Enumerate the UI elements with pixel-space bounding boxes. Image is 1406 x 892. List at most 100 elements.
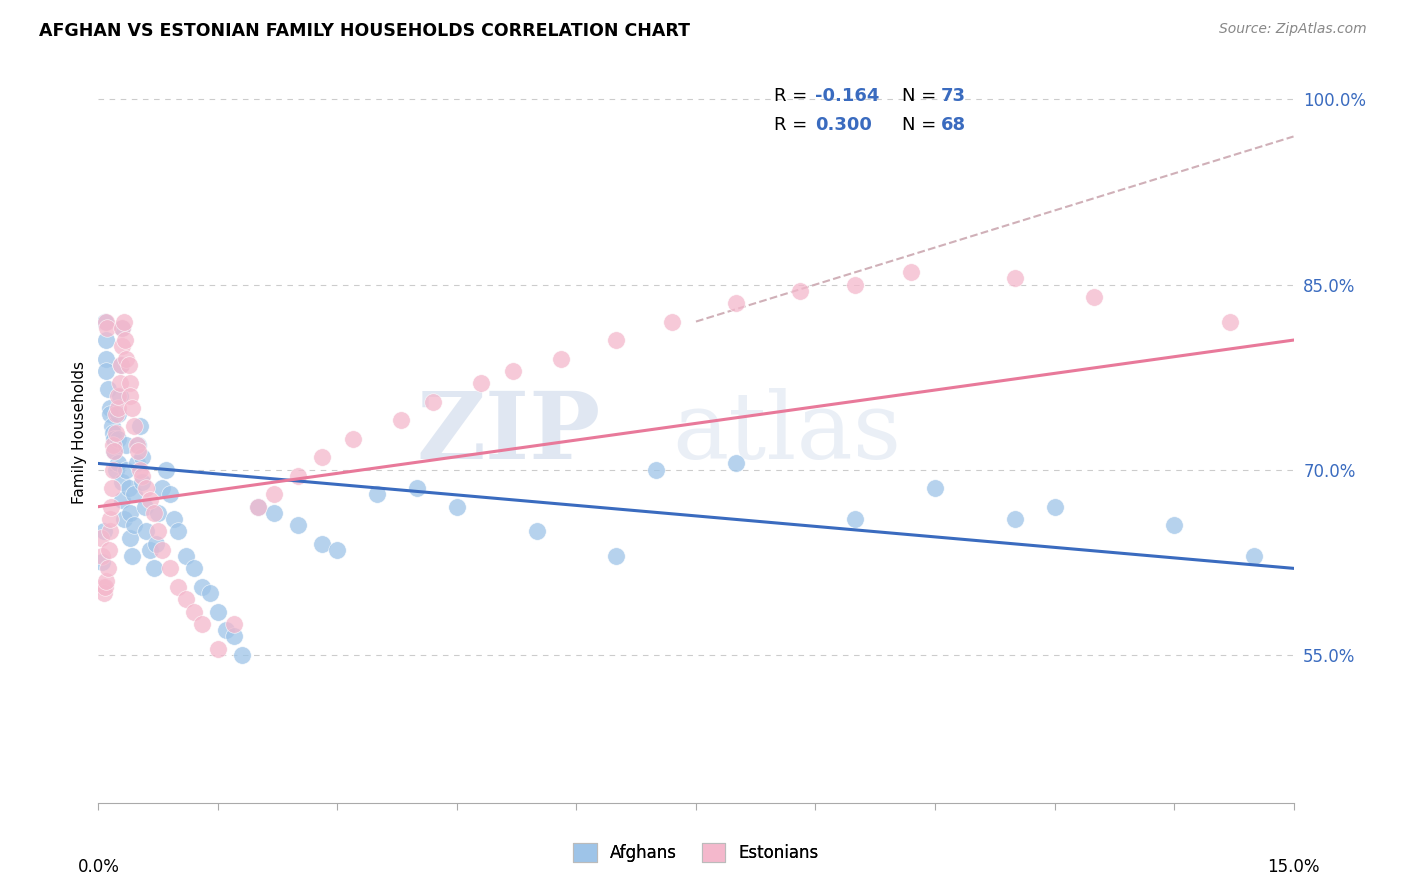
Point — [263, 506, 285, 520]
Point — [1083, 290, 1105, 304]
Point — [107, 388, 129, 402]
Point — [115, 438, 138, 452]
Point — [645, 462, 668, 476]
Point — [326, 542, 349, 557]
Point — [120, 376, 142, 391]
Point — [97, 383, 120, 397]
Point — [246, 500, 269, 514]
Point — [91, 580, 114, 594]
Point — [107, 407, 129, 421]
Point — [1004, 512, 1026, 526]
Point — [724, 296, 747, 310]
Text: 68: 68 — [941, 116, 966, 135]
Point — [128, 462, 150, 476]
Point — [135, 524, 157, 539]
Point — [103, 432, 125, 446]
Point — [91, 555, 114, 569]
Point — [100, 500, 122, 514]
Point — [131, 475, 153, 489]
Point — [311, 536, 333, 550]
Point — [111, 475, 134, 489]
Point — [155, 462, 177, 476]
Point — [124, 518, 146, 533]
Point — [108, 376, 131, 391]
Point — [121, 549, 143, 563]
Point — [127, 444, 149, 458]
Point — [215, 623, 238, 637]
Point — [191, 580, 214, 594]
Text: 0.0%: 0.0% — [77, 858, 120, 876]
Point — [101, 462, 124, 476]
Point — [207, 641, 229, 656]
Point — [174, 592, 197, 607]
Point — [924, 481, 946, 495]
Point — [222, 616, 245, 631]
Point — [311, 450, 333, 465]
Point — [112, 512, 135, 526]
Point — [120, 506, 142, 520]
Point — [222, 629, 245, 643]
Text: R =: R = — [773, 87, 813, 104]
Text: atlas: atlas — [672, 388, 901, 477]
Point — [101, 425, 124, 440]
Point — [550, 351, 572, 366]
Point — [342, 432, 364, 446]
Point — [167, 524, 190, 539]
Point — [98, 512, 122, 526]
Point — [789, 284, 811, 298]
Point — [115, 462, 138, 476]
Point — [1163, 518, 1185, 533]
Point — [118, 481, 141, 495]
Point — [94, 314, 117, 328]
Point — [389, 413, 412, 427]
Point — [120, 388, 142, 402]
Point — [167, 580, 190, 594]
Point — [101, 481, 124, 495]
Point — [198, 586, 221, 600]
Point — [97, 542, 120, 557]
Point — [94, 574, 117, 588]
Point — [124, 487, 146, 501]
Point — [111, 339, 134, 353]
Point — [112, 314, 135, 328]
Point — [605, 549, 627, 563]
Point — [96, 320, 118, 334]
Point — [96, 333, 118, 347]
Point — [148, 524, 170, 539]
Point — [366, 487, 388, 501]
Point — [661, 314, 683, 328]
Text: N =: N = — [901, 116, 942, 135]
Point — [131, 450, 153, 465]
Point — [98, 407, 122, 421]
Point — [125, 438, 148, 452]
Point — [101, 419, 124, 434]
Point — [159, 561, 181, 575]
Point — [98, 401, 121, 415]
Point — [107, 401, 129, 415]
Point — [107, 432, 129, 446]
Point — [139, 493, 162, 508]
Point — [97, 561, 120, 575]
Text: AFGHAN VS ESTONIAN FAMILY HOUSEHOLDS CORRELATION CHART: AFGHAN VS ESTONIAN FAMILY HOUSEHOLDS COR… — [39, 22, 690, 40]
Point — [111, 320, 134, 334]
Point — [174, 549, 197, 563]
Point — [183, 605, 205, 619]
Point — [446, 500, 468, 514]
Point — [121, 401, 143, 415]
Point — [96, 364, 118, 378]
Point — [98, 524, 121, 539]
Point — [111, 493, 134, 508]
Point — [96, 314, 118, 328]
Point — [103, 444, 125, 458]
Point — [150, 481, 173, 495]
Point — [110, 358, 132, 372]
Point — [1043, 500, 1066, 514]
Point — [263, 487, 285, 501]
Point — [148, 506, 170, 520]
Point — [111, 320, 134, 334]
Point — [93, 524, 115, 539]
Point — [502, 364, 524, 378]
Point — [104, 407, 127, 421]
Point — [104, 425, 127, 440]
Point — [1243, 549, 1265, 563]
